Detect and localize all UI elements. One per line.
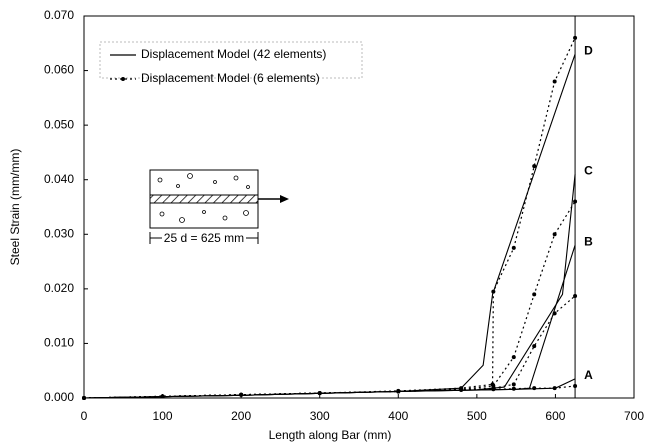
curve-point — [552, 386, 557, 391]
curve-point — [511, 245, 516, 250]
x-tick-label: 700 — [624, 409, 644, 423]
y-tick-label: 0.060 — [44, 63, 74, 77]
x-tick-label: 0 — [81, 409, 88, 423]
x-axis-label: Length along Bar (mm) — [269, 428, 392, 442]
legend-marker — [121, 77, 125, 81]
curve-point — [552, 232, 557, 237]
curve-point — [490, 382, 495, 387]
plot-frame — [83, 15, 635, 399]
curve-label: C — [584, 163, 593, 177]
x-tick-label: 100 — [153, 409, 173, 423]
x-tick-label: 200 — [231, 409, 251, 423]
curve-point — [511, 382, 516, 387]
legend-label: Displacement Model (42 elements) — [141, 47, 326, 61]
curve-point — [573, 293, 578, 298]
y-axis-label: Steel Strain (mm/mm) — [8, 149, 22, 266]
curve-point — [552, 79, 557, 84]
y-tick-label: 0.070 — [44, 8, 74, 22]
x-tick-label: 500 — [467, 409, 487, 423]
curve-point — [511, 355, 516, 360]
y-tick-label: 0.030 — [44, 226, 74, 240]
legend — [99, 41, 363, 79]
y-tick-label: 0.010 — [44, 336, 74, 350]
curve — [83, 295, 576, 399]
legend-box — [99, 41, 363, 79]
curve-point — [532, 164, 537, 169]
inset-bar — [149, 194, 259, 204]
x-tick-label: 300 — [310, 409, 330, 423]
curve-point — [317, 391, 322, 396]
curve — [83, 378, 576, 399]
curve-point — [573, 35, 578, 40]
y-tick-label: 0.020 — [44, 281, 74, 295]
curve-point — [573, 383, 578, 388]
curve-point — [396, 388, 401, 393]
y-tick-label: 0.040 — [44, 172, 74, 186]
inset-label: 25 d = 625 mm — [164, 231, 244, 245]
curve-label: A — [584, 368, 593, 382]
y-tick-label: 0.050 — [44, 117, 74, 131]
curve-label: B — [584, 234, 593, 248]
curve-point — [82, 396, 86, 400]
curve-point — [532, 292, 537, 297]
x-tick-label: 400 — [388, 409, 408, 423]
inset: 25 d = 625 mm — [149, 169, 289, 245]
curve-point — [511, 386, 516, 391]
inset-label-bg — [162, 232, 246, 244]
curve-point — [573, 199, 578, 204]
curve-point — [459, 386, 464, 391]
curve-point — [552, 311, 557, 316]
x-tick-label: 600 — [545, 409, 565, 423]
curve — [83, 201, 576, 399]
inset-arrowhead — [280, 195, 289, 203]
legend-label: Displacement Model (6 elements) — [141, 71, 320, 85]
curve-point — [532, 344, 537, 349]
curve-point — [532, 386, 537, 391]
y-tick-label: 0.000 — [44, 390, 74, 404]
curve-point — [239, 392, 244, 397]
curve-point — [160, 394, 165, 399]
curve-point — [491, 289, 496, 294]
curve-label: D — [584, 43, 593, 57]
